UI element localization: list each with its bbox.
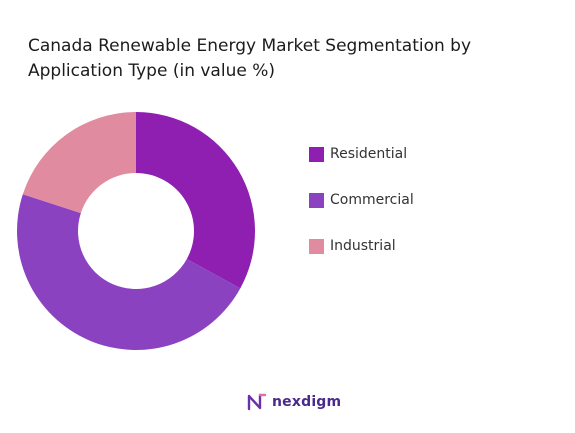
- logo-text: nexdigm: [272, 394, 342, 410]
- legend-item-residential: Residential: [309, 131, 414, 177]
- legend-swatch-industrial: [309, 238, 324, 254]
- donut-slice-commercial: [16, 194, 241, 351]
- donut-slice-residential: [136, 112, 256, 289]
- nexdigm-logo-icon: [247, 393, 267, 411]
- legend-label-commercial: Commercial: [330, 192, 414, 208]
- legend-item-industrial: Industrial: [309, 223, 414, 269]
- donut-slice-industrial: [22, 112, 137, 214]
- legend: Residential Commercial Industrial: [309, 131, 414, 269]
- legend-item-commercial: Commercial: [309, 177, 414, 223]
- legend-swatch-commercial: [309, 192, 324, 208]
- legend-swatch-residential: [309, 146, 324, 162]
- legend-label-residential: Residential: [330, 146, 408, 162]
- nexdigm-logo: nexdigm: [246, 391, 341, 413]
- chart-title: Canada Renewable Energy Market Segmentat…: [28, 36, 472, 81]
- legend-label-industrial: Industrial: [330, 238, 396, 254]
